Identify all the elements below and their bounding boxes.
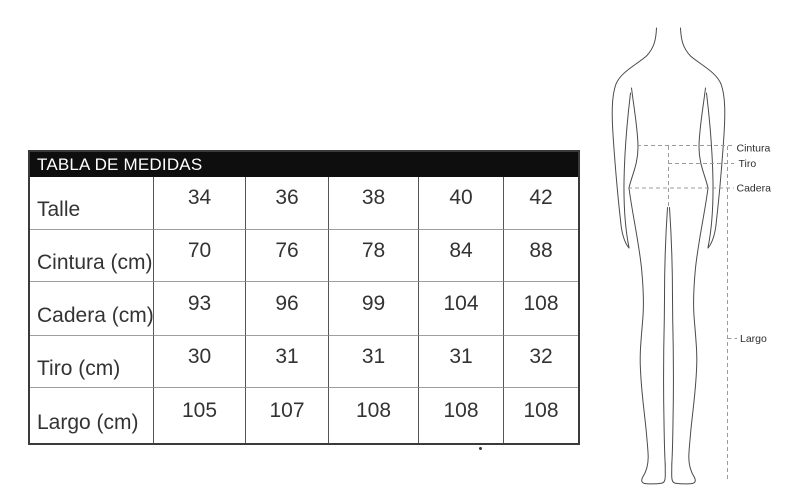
table-cell: 108 [503,387,578,443]
table-cell: 36 [245,177,328,229]
table-cell: 105 [153,387,245,443]
table-cell: 108 [503,281,578,335]
size-table-title: TABLA DE MEDIDAS [30,152,578,177]
table-cell: 78 [328,229,418,281]
measurement-lines [628,145,737,481]
table-cell: 42 [503,177,578,229]
left-inner-leg-line [663,207,668,465]
table-cell: 96 [245,281,328,335]
table-cell: 30 [153,335,245,387]
row-label-cadera: Cadera (cm) [30,281,153,335]
table-cell: 40 [418,177,503,229]
table-cell: 34 [153,177,245,229]
table-cell: 88 [503,229,578,281]
stray-dot [479,447,482,450]
right-arm-outline [680,27,726,249]
right-leg-outline [671,187,709,485]
table-cell: 104 [418,281,503,335]
table-cell: 107 [245,387,328,443]
right-inner-arm-line [706,92,714,248]
table-cell: 76 [245,229,328,281]
table-cell: 38 [328,177,418,229]
cintura-label: Cintura [737,143,771,155]
row-label-tiro: Tiro (cm) [30,335,153,387]
measurement-labels: Cintura Tiro Cadera Largo [737,143,772,346]
row-label-talle: Talle [37,198,81,221]
right-torso-line [698,87,709,189]
table-cell: 99 [328,281,418,335]
tiro-label: Tiro [739,158,757,170]
left-arm-outline [611,27,657,249]
size-table-grid: Talle 34 36 38 40 42 Cintura (cm) 70 76 … [30,177,578,443]
left-torso-line [628,87,639,189]
cadera-label: Cadera [737,183,772,195]
table-cell: 32 [503,335,578,387]
table-cell: 31 [245,335,328,387]
table-cell: 108 [328,387,418,443]
table-cell: 70 [153,229,245,281]
row-label-largo: Largo (cm) [30,387,153,443]
body-figure: Cintura Tiro Cadera Largo [611,27,772,485]
right-inner-leg-line [669,207,674,465]
table-cell: 84 [418,229,503,281]
left-leg-outline [628,187,666,485]
table-cell: 31 [418,335,503,387]
table-cell: 108 [418,387,503,443]
table-cell: 31 [328,335,418,387]
row-label-cintura: Cintura (cm) [30,229,153,281]
table-cell: 93 [153,281,245,335]
left-inner-arm-line [623,92,631,248]
size-table: TABLA DE MEDIDAS Talle 34 36 38 40 42 Ci… [28,150,580,445]
largo-label: Largo [740,333,767,345]
body-outline [611,27,726,485]
